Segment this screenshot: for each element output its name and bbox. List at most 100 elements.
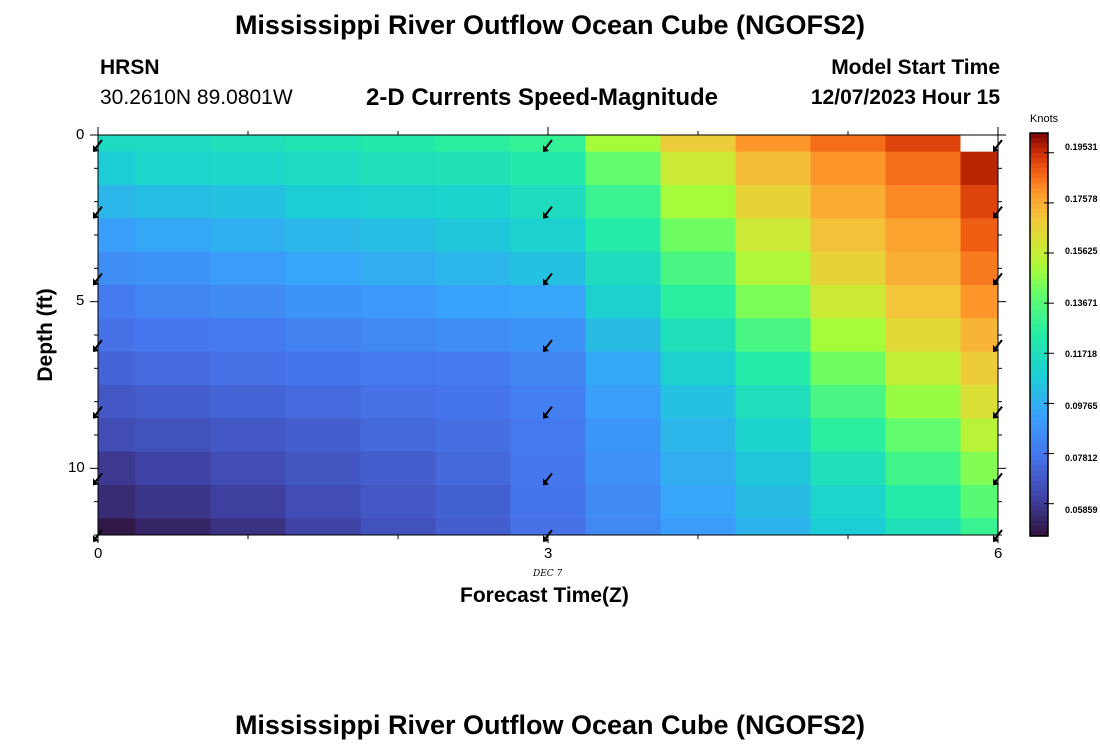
- heatmap-cell: [885, 318, 961, 353]
- heatmap-cell: [585, 285, 661, 319]
- heatmap-cell: [810, 451, 886, 486]
- heatmap-cell: [660, 351, 736, 386]
- heatmap-cell: [510, 285, 586, 319]
- footer-title: Mississippi River Outflow Ocean Cube (NG…: [234, 710, 866, 740]
- heatmap-cell: [435, 285, 511, 319]
- heatmap-cell: [810, 185, 886, 219]
- heatmap-cell: [735, 151, 811, 186]
- colorbar-segment: [1030, 369, 1048, 376]
- colorbar-segment: [1030, 435, 1048, 441]
- model-start-value: 12/07/2023 Hour 15: [810, 86, 1000, 109]
- heatmap-cell: [135, 251, 211, 286]
- heatmap-cell: [135, 418, 211, 453]
- heatmap-cell: [435, 135, 511, 153]
- colorbar-tick-label: 0.07812: [1065, 453, 1098, 463]
- heatmap-cell: [885, 185, 961, 219]
- heatmap-cell: [510, 418, 586, 453]
- x-tick-label: 3: [544, 545, 553, 562]
- colorbar-segment: [1030, 223, 1048, 230]
- heatmap-cell: [810, 518, 886, 536]
- colorbar-frame: [1029, 132, 1049, 537]
- heatmap-cell: [285, 151, 361, 186]
- heatmap-cell: [960, 518, 999, 536]
- heatmap-cell: [660, 485, 736, 519]
- colorbar-segment: [1030, 158, 1048, 164]
- heatmap-cell: [510, 518, 586, 536]
- heatmap-cell: [585, 385, 661, 419]
- heatmap-cell: [960, 451, 999, 486]
- heatmap-cell: [435, 218, 511, 253]
- heatmap-cell: [135, 151, 211, 186]
- heatmap-cell: [435, 485, 511, 519]
- colorbar-segment: [1030, 238, 1048, 245]
- heatmap-cell: [960, 135, 999, 153]
- heatmap-cell: [735, 135, 811, 153]
- heatmap-cell: [135, 135, 211, 153]
- colorbar-segment: [1030, 173, 1048, 179]
- colorbar-segment: [1030, 279, 1048, 285]
- heatmap-cell: [135, 185, 211, 219]
- colorbar-segment: [1030, 309, 1048, 315]
- colorbar-segment: [1030, 389, 1048, 396]
- heatmap-cell: [98, 151, 136, 186]
- heatmap-cell: [585, 251, 661, 286]
- colorbar-segment: [1030, 384, 1048, 391]
- heatmap-cell: [585, 185, 661, 219]
- heatmap-cell: [810, 218, 886, 253]
- heatmap-cell: [135, 451, 211, 486]
- heatmap-cell: [210, 385, 286, 419]
- colorbar-segment: [1030, 314, 1048, 320]
- heatmap-cell: [660, 385, 736, 419]
- heatmap-cell: [435, 251, 511, 286]
- colorbar-segment: [1030, 218, 1048, 225]
- colorbar-segment: [1030, 294, 1048, 300]
- heatmap-cell: [735, 518, 811, 536]
- heatmap-cell: [135, 385, 211, 419]
- heatmap-cell: [735, 318, 811, 353]
- heatmap-cell: [735, 485, 811, 519]
- heatmap-cell: [585, 151, 661, 186]
- colorbar-segment: [1030, 495, 1048, 502]
- heatmap-cell: [210, 218, 286, 253]
- heatmap-cell: [435, 518, 511, 536]
- station-name: HRSN: [100, 56, 160, 79]
- heatmap-cell: [210, 485, 286, 519]
- heatmap-cell: [285, 385, 361, 419]
- colorbar-segment: [1030, 405, 1048, 411]
- current-vector-arrow: [543, 406, 553, 419]
- heatmap-cell: [735, 385, 811, 419]
- heatmap-cell: [210, 318, 286, 353]
- colorbar-segment: [1030, 263, 1048, 270]
- colorbar-segment: [1030, 143, 1048, 149]
- heatmap-cell: [885, 351, 961, 386]
- colorbar-segment: [1030, 133, 1048, 139]
- heatmap-cell: [135, 351, 211, 386]
- current-vector-arrow: [543, 139, 553, 152]
- heatmap-cell: [885, 518, 961, 536]
- heatmap-cell: [810, 251, 886, 286]
- colorbar-segment: [1030, 455, 1048, 462]
- heatmap-cell: [435, 318, 511, 353]
- colorbar-segment: [1030, 284, 1048, 290]
- heatmap-cell: [360, 351, 436, 386]
- colorbar-segment: [1030, 188, 1048, 195]
- heatmap-cell: [135, 485, 211, 519]
- heatmap-cell: [510, 351, 586, 386]
- colorbar-segment: [1030, 515, 1048, 522]
- colorbar-segment: [1030, 399, 1048, 406]
- colorbar-segment: [1030, 274, 1048, 280]
- colorbar-segment: [1030, 349, 1048, 356]
- colorbar-segment: [1030, 233, 1048, 240]
- colorbar-segment: [1030, 319, 1048, 326]
- heatmap-cell: [285, 218, 361, 253]
- heatmap-cell: [360, 318, 436, 353]
- heatmap-cell: [660, 451, 736, 486]
- heatmap-cell: [360, 285, 436, 319]
- heatmap-cell: [510, 318, 586, 353]
- heatmap-cell: [210, 285, 286, 319]
- heatmap-cell: [810, 285, 886, 319]
- heatmap-cell: [735, 218, 811, 253]
- heatmap-cell: [98, 318, 136, 353]
- heatmap-cell: [960, 318, 999, 353]
- heatmap-cell: [98, 518, 136, 536]
